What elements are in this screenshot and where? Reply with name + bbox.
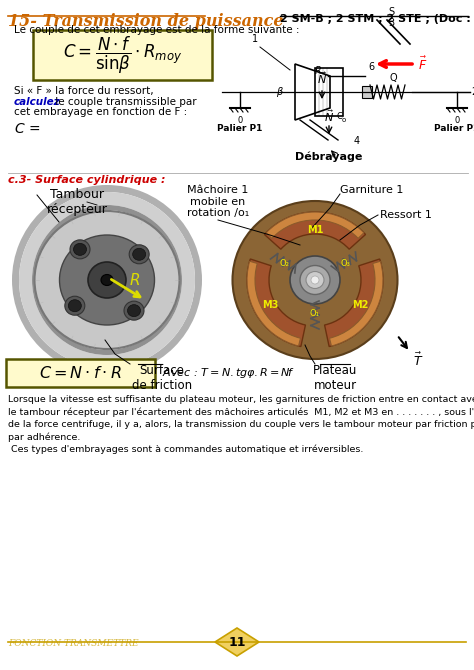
Text: $\beta$: $\beta$ xyxy=(276,85,284,99)
Text: M1: M1 xyxy=(307,225,323,235)
Text: $C = \dfrac{N \cdot f}{\sin\!\beta} \cdot R_{moy}$: $C = \dfrac{N \cdot f}{\sin\!\beta} \cdo… xyxy=(63,34,182,76)
Ellipse shape xyxy=(88,262,126,298)
Text: Débrayage: Débrayage xyxy=(295,151,363,162)
Ellipse shape xyxy=(290,256,340,304)
Text: Plateau
moteur: Plateau moteur xyxy=(313,364,357,392)
Bar xyxy=(315,68,343,116)
Text: 0: 0 xyxy=(237,116,243,125)
Text: Palier P2: Palier P2 xyxy=(434,124,474,133)
Text: 6: 6 xyxy=(368,62,374,72)
Ellipse shape xyxy=(65,296,85,315)
Wedge shape xyxy=(264,212,365,249)
Text: 4: 4 xyxy=(354,136,360,146)
Ellipse shape xyxy=(128,305,140,317)
Text: $C = N \cdot f \cdot R$: $C = N \cdot f \cdot R$ xyxy=(39,365,122,381)
Text: $\vec{N}$: $\vec{N}$ xyxy=(324,109,334,124)
Ellipse shape xyxy=(101,275,113,285)
Text: Le couple de cet embrayage est de la forme suivante :: Le couple de cet embrayage est de la for… xyxy=(14,25,300,35)
Text: Ces types d'embrayages sont à commandes automatique et irréversibles.: Ces types d'embrayages sont à commandes … xyxy=(8,445,364,454)
Wedge shape xyxy=(325,259,383,346)
Text: $\vec{F}$: $\vec{F}$ xyxy=(418,56,428,72)
Text: 15- Transmission de puissance: 15- Transmission de puissance xyxy=(8,13,283,30)
Text: O₂: O₂ xyxy=(280,259,290,268)
Text: Palier P1: Palier P1 xyxy=(217,124,263,133)
Wedge shape xyxy=(329,261,383,346)
Text: cet embrayage en fonction de F :: cet embrayage en fonction de F : xyxy=(14,107,187,117)
Text: M2: M2 xyxy=(352,300,368,310)
Text: 1: 1 xyxy=(252,34,258,44)
Text: FONCTION TRANSMETTRE: FONCTION TRANSMETTRE xyxy=(8,639,138,647)
Wedge shape xyxy=(32,205,182,355)
Text: 0: 0 xyxy=(455,116,460,125)
Text: Mâchoire 1
mobile en
rotation /o₁: Mâchoire 1 mobile en rotation /o₁ xyxy=(187,185,249,218)
Text: C: C xyxy=(337,112,343,121)
Text: 3: 3 xyxy=(388,18,394,28)
Text: $\mathit{R}$: $\mathit{R}$ xyxy=(129,272,140,288)
Ellipse shape xyxy=(60,235,155,325)
Text: 2: 2 xyxy=(471,87,474,97)
Text: 11: 11 xyxy=(228,636,246,649)
Ellipse shape xyxy=(124,301,144,320)
Bar xyxy=(362,86,372,98)
Text: $\mathit{C}$ =: $\mathit{C}$ = xyxy=(14,122,40,136)
Text: Surface
de friction: Surface de friction xyxy=(132,364,192,392)
Ellipse shape xyxy=(68,299,82,312)
Text: R: R xyxy=(315,66,322,76)
Text: Avec : $T = N.tg\varphi.R = N\!f$: Avec : $T = N.tg\varphi.R = N\!f$ xyxy=(162,366,295,380)
FancyBboxPatch shape xyxy=(33,30,212,80)
Wedge shape xyxy=(247,259,305,346)
Text: par adhérence.: par adhérence. xyxy=(8,433,81,442)
Text: c.3- Surface cylindrique :: c.3- Surface cylindrique : xyxy=(8,175,165,185)
Ellipse shape xyxy=(311,276,319,284)
Ellipse shape xyxy=(129,245,149,264)
Ellipse shape xyxy=(35,211,180,349)
Text: Q: Q xyxy=(390,73,398,83)
Text: Lorsque la vitesse est suffisante du plateau moteur, les garnitures de friction : Lorsque la vitesse est suffisante du pla… xyxy=(8,395,474,404)
Text: o: o xyxy=(342,117,346,123)
Text: 2 SM-B ; 2 STM ; 2 STE ; (Doc : élève): 2 SM-B ; 2 STM ; 2 STE ; (Doc : élève) xyxy=(280,13,474,23)
Text: Ressort 1: Ressort 1 xyxy=(380,210,432,220)
Ellipse shape xyxy=(73,243,86,255)
Text: O₁: O₁ xyxy=(310,308,320,318)
Wedge shape xyxy=(19,192,195,368)
Text: Tambour
récepteur: Tambour récepteur xyxy=(46,188,108,216)
Text: le tambour récepteur par l'écartement des mâchoires articulés  M1, M2 et M3 en .: le tambour récepteur par l'écartement de… xyxy=(8,407,474,417)
Wedge shape xyxy=(247,261,301,346)
Text: le couple transmissible par: le couple transmissible par xyxy=(52,97,197,107)
Text: calculez: calculez xyxy=(14,97,61,107)
Text: Garniture 1: Garniture 1 xyxy=(340,185,403,195)
FancyBboxPatch shape xyxy=(6,359,155,387)
Wedge shape xyxy=(12,185,202,375)
Ellipse shape xyxy=(306,271,324,289)
Polygon shape xyxy=(215,628,259,656)
Text: de la force centrifuge, il y a, alors, la transmission du couple vers le tambour: de la force centrifuge, il y a, alors, l… xyxy=(8,420,474,429)
Text: M3: M3 xyxy=(262,300,278,310)
Ellipse shape xyxy=(133,249,146,260)
Text: $\vec{N}$: $\vec{N}$ xyxy=(317,70,327,86)
Ellipse shape xyxy=(70,240,90,259)
Ellipse shape xyxy=(300,265,330,295)
Text: Si « F » la force du ressort,: Si « F » la force du ressort, xyxy=(14,86,154,96)
Text: O₃: O₃ xyxy=(340,259,350,268)
Text: S: S xyxy=(388,7,394,17)
Wedge shape xyxy=(266,212,364,239)
Ellipse shape xyxy=(233,201,398,359)
Text: $\vec{T}$: $\vec{T}$ xyxy=(413,352,423,369)
